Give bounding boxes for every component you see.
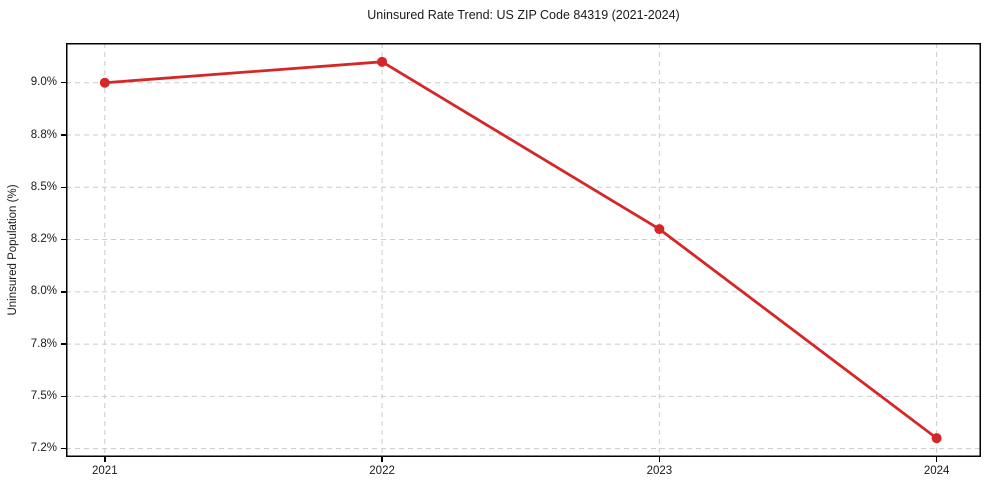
x-tick-mark — [935, 457, 938, 462]
y-tick-mark — [61, 238, 66, 241]
x-tick-mark — [381, 457, 383, 462]
y-tick-mark — [61, 343, 66, 345]
y-tick-label: 7.8% — [30, 337, 57, 350]
y-tick-label: 8.5% — [30, 180, 57, 193]
y-tick-mark — [61, 395, 66, 398]
data-point-2021 — [99, 77, 110, 88]
x-tick-mark — [658, 457, 661, 462]
data-point-2022 — [377, 56, 388, 67]
data-point-2023 — [654, 224, 665, 235]
data-point-2024 — [931, 433, 942, 444]
plot-area — [66, 43, 981, 457]
y-tick-mark — [61, 186, 66, 189]
y-tick-label: 9.0% — [30, 76, 57, 89]
x-tick-label: 2024 — [923, 465, 950, 477]
trend-line — [103, 60, 939, 440]
chart-title: Uninsured Rate Trend: US ZIP Code 84319 … — [367, 8, 680, 22]
x-tick-label: 2023 — [646, 465, 673, 477]
axes-box — [66, 43, 981, 457]
y-tick-label: 8.0% — [30, 285, 57, 298]
y-tick-label: 8.2% — [30, 233, 57, 246]
y-tick-label: 7.2% — [30, 442, 57, 455]
y-tick-mark — [61, 447, 66, 450]
y-tick-label: 8.8% — [30, 128, 57, 141]
y-tick-mark — [61, 291, 66, 293]
x-tick-mark — [104, 457, 106, 462]
x-tick-label: 2021 — [92, 465, 118, 477]
x-tick-label: 2022 — [369, 465, 395, 477]
y-tick-mark — [61, 134, 66, 136]
y-tick-label: 7.5% — [30, 389, 57, 402]
y-tick-mark — [61, 81, 66, 84]
